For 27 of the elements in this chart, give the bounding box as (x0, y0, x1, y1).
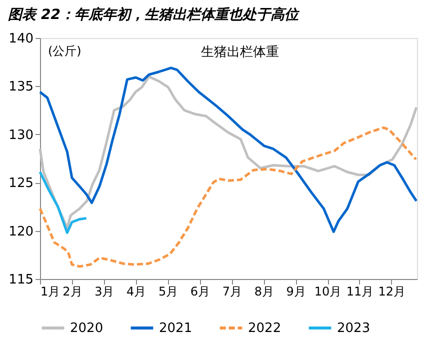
legend-label: 2022 (248, 321, 282, 336)
y-axis-title: (公斤) (48, 44, 82, 58)
y-tick-label: 140 (8, 32, 34, 46)
x-tick-label: 1月 (40, 284, 60, 298)
line-series (38, 170, 88, 234)
x-tick-label: 11月 (346, 284, 374, 298)
x-tick-label: 10月 (314, 284, 342, 298)
legend-label: 2021 (159, 321, 192, 336)
x-tick-label: 6月 (190, 284, 210, 298)
x-tick-label: 4月 (126, 284, 146, 298)
y-tick-label: 135 (8, 80, 34, 95)
x-tick-label: 8月 (254, 284, 274, 298)
x-tick-label: 2月 (62, 284, 82, 298)
text: 生猪出栏体重 (201, 45, 279, 60)
legend-label: 2020 (70, 321, 104, 336)
x-tick-label: 7月 (222, 284, 242, 298)
y-tick-label: 125 (8, 176, 34, 192)
chart-title: 图表 22：年底年初，生猪出栏体重也处于高位 (8, 6, 301, 23)
x-tick-label: 3月 (94, 284, 114, 298)
x-tick-label: 5月 (158, 284, 178, 298)
line-series (38, 126, 418, 268)
x-tick-label: 12月 (378, 284, 406, 298)
y-tick-label: 130 (8, 128, 34, 143)
y-tick-label: 120 (8, 224, 34, 240)
legend-label: 2023 (337, 321, 370, 336)
x-tick-label: 9月 (286, 284, 306, 298)
y-tick-label: 115 (8, 272, 34, 288)
